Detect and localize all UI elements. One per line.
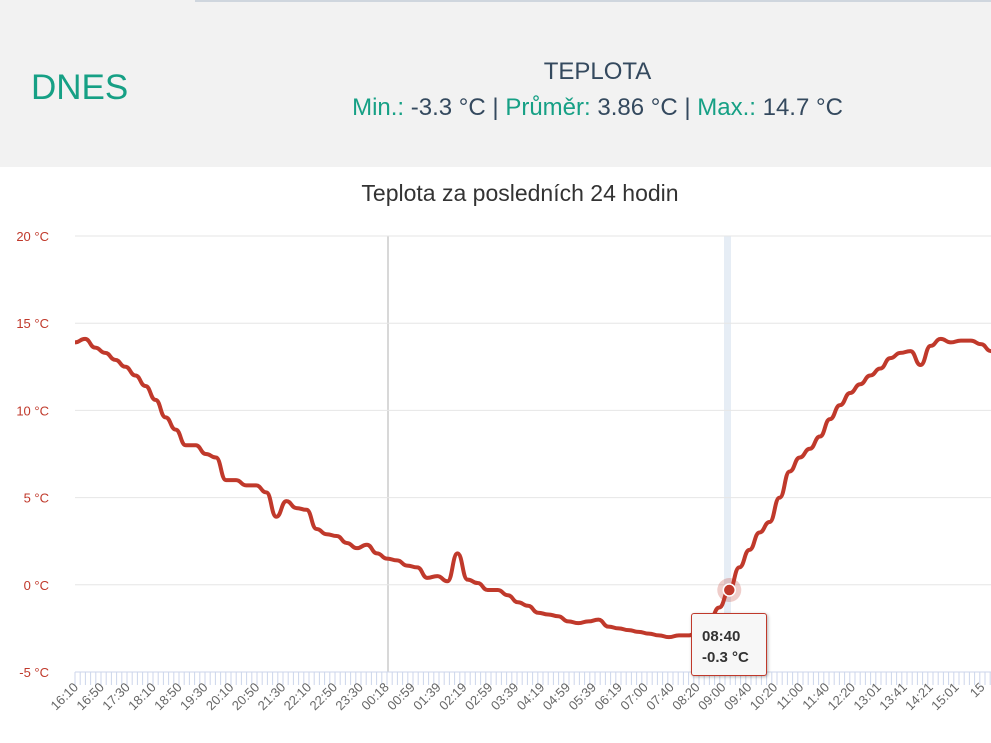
min-label: Min.: [352,94,405,121]
x-tick-label: 11:00 [773,680,806,713]
x-tick-label: 18:50 [151,680,185,714]
x-tick-label: 10:20 [747,680,781,714]
x-tick-label: 08:20 [669,680,703,714]
y-tick-label: 15 °C [16,316,49,331]
summary-stats: Min.: -3.3 °C | Průměr: 3.86 °C | Max.: … [300,94,895,122]
tooltip: 08:40 -0.3 °C [691,613,767,676]
x-tick-label: 04:59 [540,680,574,714]
x-tick-label: 19:30 [177,680,211,714]
x-tick-label: 04:19 [514,680,548,714]
x-tick-label: 12:20 [825,680,859,714]
max-label: Max.: [697,94,756,121]
y-tick-label: 10 °C [16,403,49,418]
x-tick-label: 06:19 [591,680,625,714]
x-tick-label: 17:30 [99,680,133,714]
tooltip-value: -0.3 °C [702,649,749,666]
x-tick-label: 07:00 [617,680,651,714]
avg-label: Průměr: [505,94,591,121]
hover-point [722,583,737,597]
header-divider [195,0,991,2]
x-tick-label: 07:40 [643,680,677,714]
day-label: DNES [31,68,129,107]
summary-title: TEPLOTA [543,58,652,85]
separator: | [492,94,499,121]
chart-title: Teplota za posledních 24 hodin [361,180,679,206]
y-tick-label: 20 °C [16,229,49,244]
x-tick-label: 15 [967,680,988,701]
x-tick-label: 16:50 [73,680,107,714]
x-tick-label: 02:59 [462,680,496,714]
x-tick-label: 18:10 [125,680,159,714]
max-value: 14.7 °C [762,94,843,121]
tooltip-time: 08:40 [702,628,741,645]
x-tick-label: 09:00 [695,680,729,714]
x-tick-label: 11:40 [799,680,832,713]
x-tick-label: 03:39 [488,680,522,714]
avg-value: 3.86 °C [597,94,678,121]
y-tick-label: -5 °C [19,665,49,680]
separator: | [684,94,691,121]
x-tick-label: 05:39 [566,680,600,714]
y-tick-label: 0 °C [24,578,49,593]
summary-header [0,0,991,167]
y-tick-label: 5 °C [24,491,49,506]
min-value: -3.3 °C [410,94,486,121]
x-tick-label: 16:10 [48,680,82,714]
x-tick-label: 09:40 [721,680,755,714]
temperature-line [74,336,991,640]
hover-band [724,236,731,672]
